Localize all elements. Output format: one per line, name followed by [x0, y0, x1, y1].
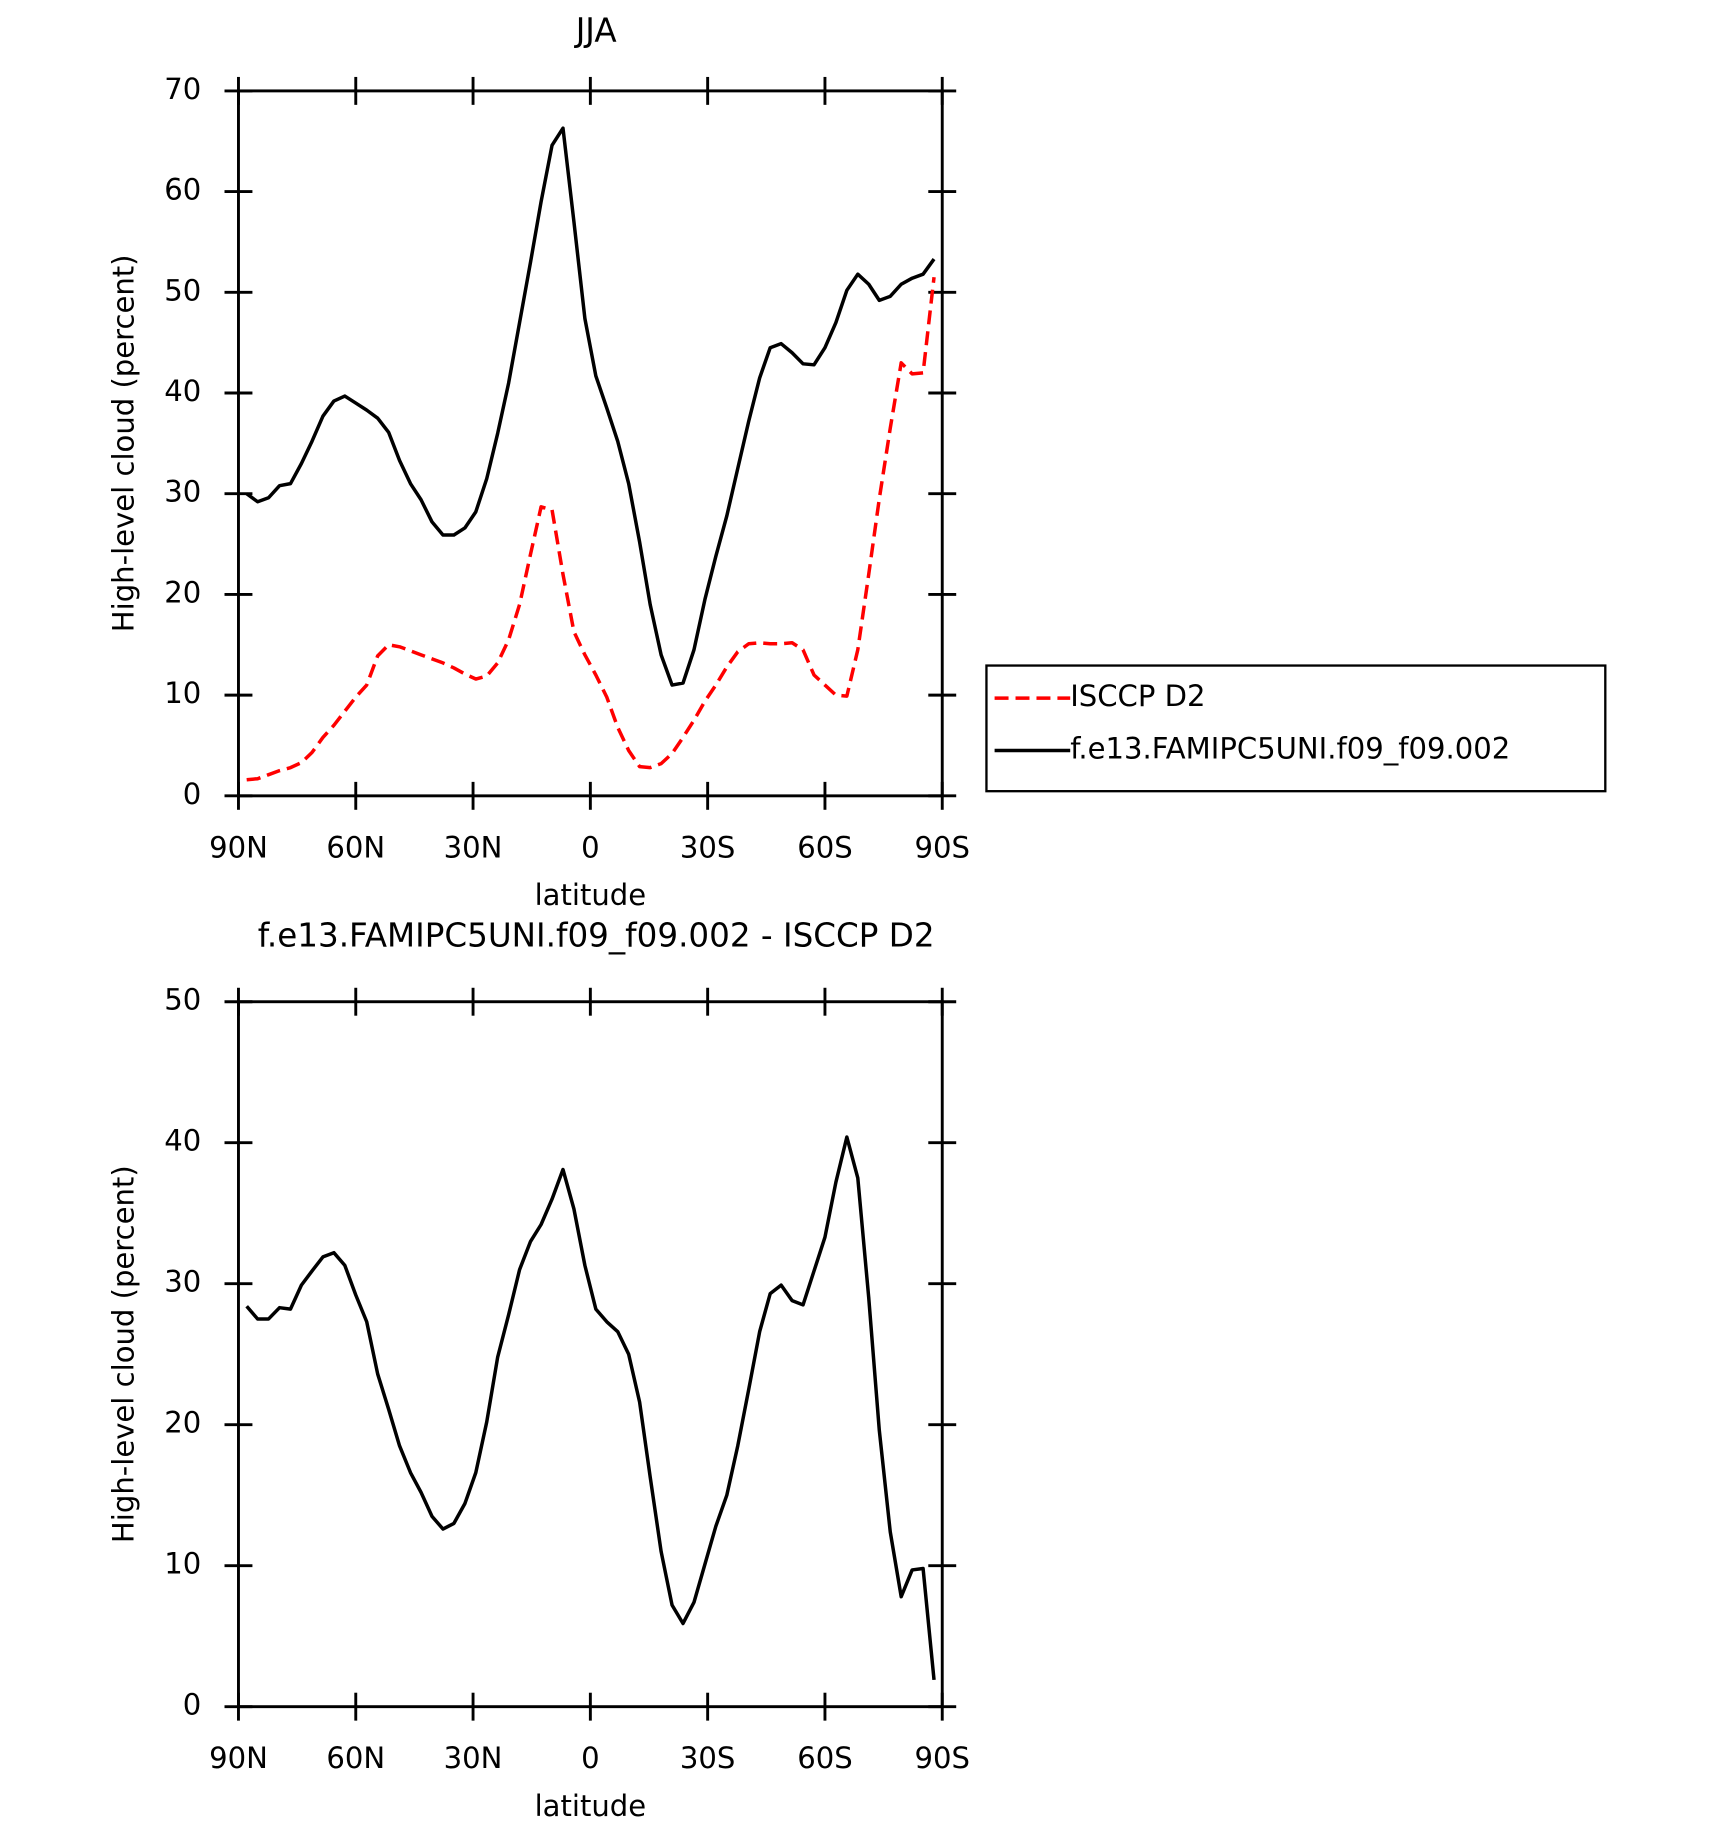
x-axis-label: latitude [535, 878, 647, 912]
y-tick-label: 10 [164, 1547, 201, 1581]
y-tick-label: 0 [183, 777, 202, 811]
x-tick-label: 90N [209, 1741, 268, 1775]
x-tick-label: 60S [797, 830, 852, 864]
chart-title: f.e13.FAMIPC5UNI.f09_f09.002 - ISCCP D2 [258, 917, 935, 955]
y-tick-label: 30 [164, 1265, 201, 1299]
chart-title: JJA [574, 12, 617, 50]
y-tick-label: 20 [164, 575, 201, 609]
y-tick-label: 30 [164, 475, 201, 509]
x-tick-label: 0 [581, 830, 600, 864]
x-tick-label: 30S [680, 1741, 735, 1775]
x-tick-label: 60N [326, 830, 385, 864]
x-tick-label: 30S [680, 830, 735, 864]
y-axis-label: High-level cloud (percent) [107, 1165, 141, 1543]
y-tick-label: 10 [164, 676, 201, 710]
legend-box [985, 664, 1607, 793]
y-tick-label: 0 [183, 1688, 202, 1722]
x-tick-label: 60N [326, 1741, 385, 1775]
y-tick-label: 50 [164, 983, 201, 1017]
data-line [246, 277, 936, 782]
x-axis-label: latitude [535, 1789, 647, 1822]
plot-frame [237, 89, 944, 798]
legend-label: f.e13.FAMIPC5UNI.f09_f09.002 [1070, 731, 1510, 765]
data-line [245, 126, 936, 687]
x-tick-label: 90S [915, 1741, 970, 1775]
x-tick-label: 90S [915, 830, 970, 864]
y-tick-label: 60 [164, 173, 201, 207]
y-tick-label: 70 [164, 72, 201, 106]
y-tick-label: 40 [164, 1124, 201, 1158]
y-tick-label: 20 [164, 1406, 201, 1440]
legend-label: ISCCP D2 [1070, 679, 1205, 713]
data-line [245, 1135, 936, 1681]
x-tick-label: 60S [797, 1741, 852, 1775]
plot-frame [237, 1000, 944, 1709]
x-tick-label: 90N [209, 830, 268, 864]
x-tick-label: 30N [444, 1741, 503, 1775]
y-tick-label: 40 [164, 374, 201, 408]
x-tick-label: 0 [581, 1741, 600, 1775]
y-tick-label: 50 [164, 273, 201, 307]
y-axis-label: High-level cloud (percent) [107, 254, 141, 632]
x-tick-label: 30N [444, 830, 503, 864]
